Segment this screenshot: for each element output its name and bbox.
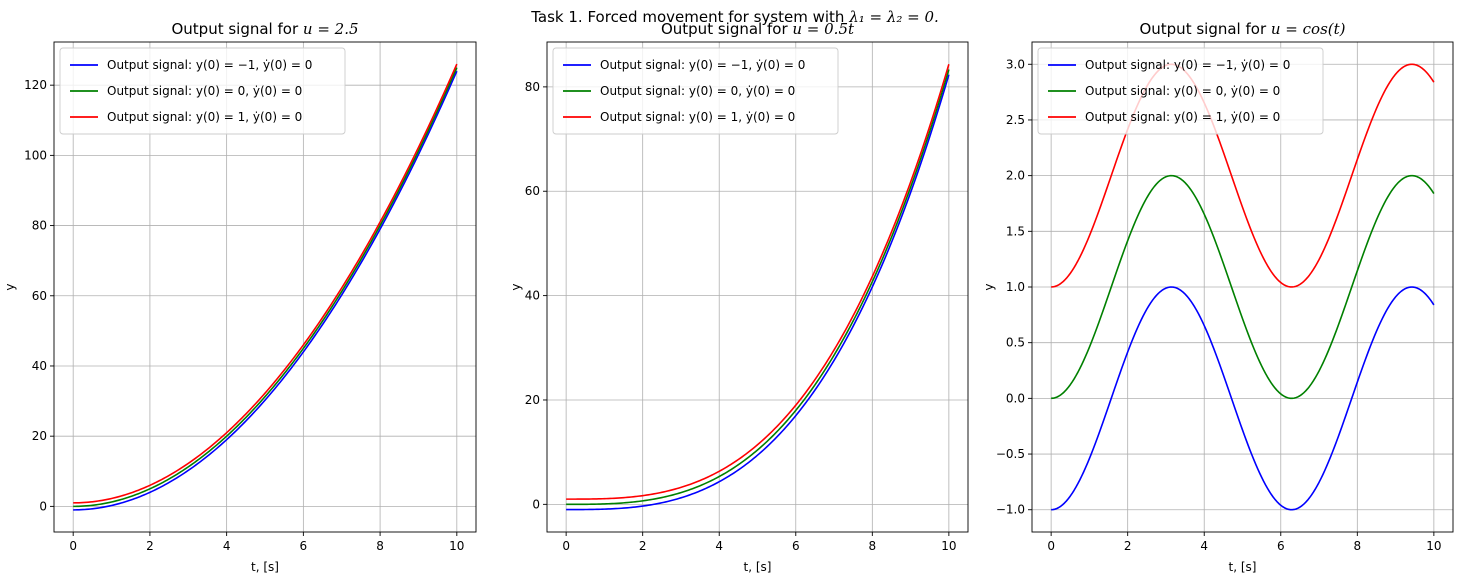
x-tick-label: 10 bbox=[1426, 539, 1441, 553]
chart-title-math: u = cos(t) bbox=[1271, 20, 1346, 38]
y-tick-label: 20 bbox=[525, 393, 540, 407]
y-tick-label: 2.5 bbox=[1006, 113, 1025, 127]
legend-label: Output signal: y(0) = −1, ẏ(0) = 0 bbox=[107, 58, 312, 72]
series-line-green bbox=[73, 67, 458, 508]
y-tick-label: 60 bbox=[32, 289, 47, 303]
x-tick-label: 0 bbox=[1047, 539, 1055, 553]
x-tick-label: 4 bbox=[1200, 539, 1208, 553]
figure-title-text: Task 1. Forced movement for system with bbox=[531, 8, 850, 26]
chart-title: Output signal for u = cos(t) bbox=[1139, 20, 1345, 38]
y-tick-label: 0 bbox=[39, 499, 47, 513]
x-tick-label: 4 bbox=[223, 539, 231, 553]
y-tick-label: −1.0 bbox=[996, 503, 1025, 517]
y-axis-label: y bbox=[509, 283, 523, 290]
x-tick-label: 8 bbox=[868, 539, 876, 553]
chart-title-text: Output signal for bbox=[171, 20, 302, 38]
x-tick-label: 0 bbox=[562, 539, 570, 553]
x-axis-label: t, [s] bbox=[1229, 560, 1257, 574]
legend-label: Output signal: y(0) = −1, ẏ(0) = 0 bbox=[1085, 58, 1290, 72]
y-tick-label: 0.5 bbox=[1006, 336, 1025, 350]
series-line-blue bbox=[73, 70, 458, 511]
axes-frame bbox=[546, 41, 969, 533]
x-tick-label: 0 bbox=[69, 539, 77, 553]
y-axis-label: y bbox=[982, 283, 996, 290]
y-tick-label: 1.5 bbox=[1006, 224, 1025, 238]
x-tick-label: 6 bbox=[792, 539, 800, 553]
legend-box bbox=[59, 47, 346, 135]
y-tick-label: 0 bbox=[532, 497, 540, 511]
legend-label: Output signal: y(0) = 0, ẏ(0) = 0 bbox=[600, 84, 795, 98]
series-line-red bbox=[1051, 63, 1435, 288]
series-line-green bbox=[566, 69, 950, 506]
chart-title-text: Output signal for bbox=[1139, 20, 1270, 38]
x-tick-label: 6 bbox=[300, 539, 308, 553]
legend: Output signal: y(0) = −1, ẏ(0) = 0 Output… bbox=[1037, 47, 1324, 135]
legend-label: Output signal: y(0) = 1, ẏ(0) = 0 bbox=[107, 110, 302, 124]
chart-title: Output signal for u = 0.5t bbox=[661, 20, 855, 38]
chart-title-math: u = 2.5 bbox=[303, 20, 359, 38]
x-tick-label: 2 bbox=[1124, 539, 1132, 553]
series-line-blue bbox=[566, 74, 950, 511]
series-line-blue bbox=[1051, 286, 1435, 511]
figure-title-math: λ₁ = λ₂ = 0. bbox=[849, 8, 939, 26]
x-axis-label: t, [s] bbox=[744, 560, 772, 574]
figure-title: Task 1. Forced movement for system with … bbox=[0, 8, 1470, 26]
x-tick-label: 2 bbox=[639, 539, 647, 553]
legend-label: Output signal: y(0) = 0, ẏ(0) = 0 bbox=[1085, 84, 1280, 98]
x-tick-label: 8 bbox=[1353, 539, 1361, 553]
y-tick-label: 80 bbox=[32, 219, 47, 233]
chart-panel-2: 0 2 4 6 8 10 0 20 40 60 80 t, [s] y Output signal for… bbox=[509, 20, 969, 574]
y-tick-label: 0.0 bbox=[1006, 391, 1025, 405]
legend-label: Output signal: y(0) = −1, ẏ(0) = 0 bbox=[600, 58, 805, 72]
y-tick-label: 120 bbox=[24, 78, 47, 92]
chart-title-math: u = 0.5t bbox=[792, 20, 855, 38]
chart-title: Output signal for u = 2.5 bbox=[171, 20, 358, 38]
x-tick-label: 6 bbox=[1277, 539, 1285, 553]
chart-panel-3: 0 2 4 6 8 10 −1.0 −0.5 0.0 0.5 1.0 1.5 2.0 2.5 3.0 t, [… bbox=[982, 20, 1454, 574]
y-tick-label: 100 bbox=[24, 148, 47, 162]
legend: Output signal: y(0) = −1, ẏ(0) = 0 Output… bbox=[552, 47, 839, 135]
x-tick-label: 10 bbox=[449, 539, 464, 553]
series-line-red bbox=[73, 63, 458, 504]
y-tick-label: 40 bbox=[32, 359, 47, 373]
axes-frame bbox=[53, 41, 477, 533]
x-tick-label: 10 bbox=[941, 539, 956, 553]
x-axis-label: t, [s] bbox=[251, 560, 279, 574]
legend-box bbox=[1037, 47, 1324, 135]
x-tick-label: 4 bbox=[715, 539, 723, 553]
chart-title-text: Output signal for bbox=[661, 20, 792, 38]
legend-box bbox=[552, 47, 839, 135]
series-line-green bbox=[1051, 174, 1435, 400]
y-tick-label: 60 bbox=[525, 184, 540, 198]
legend-label: Output signal: y(0) = 0, ẏ(0) = 0 bbox=[107, 84, 302, 98]
y-tick-label: −0.5 bbox=[996, 447, 1025, 461]
y-tick-label: 2.0 bbox=[1006, 169, 1025, 183]
x-tick-label: 8 bbox=[376, 539, 384, 553]
legend-label: Output signal: y(0) = 1, ẏ(0) = 0 bbox=[1085, 110, 1280, 124]
y-tick-label: 20 bbox=[32, 429, 47, 443]
legend: Output signal: y(0) = −1, ẏ(0) = 0 Output… bbox=[59, 47, 346, 135]
y-axis-label: y bbox=[3, 283, 17, 290]
legend-label: Output signal: y(0) = 1, ẏ(0) = 0 bbox=[600, 110, 795, 124]
y-tick-label: 1.0 bbox=[1006, 280, 1025, 294]
x-tick-label: 2 bbox=[146, 539, 154, 553]
y-tick-label: 40 bbox=[525, 289, 540, 303]
y-tick-label: 80 bbox=[525, 80, 540, 94]
series-line-red bbox=[566, 64, 950, 500]
y-tick-label: 3.0 bbox=[1006, 57, 1025, 71]
